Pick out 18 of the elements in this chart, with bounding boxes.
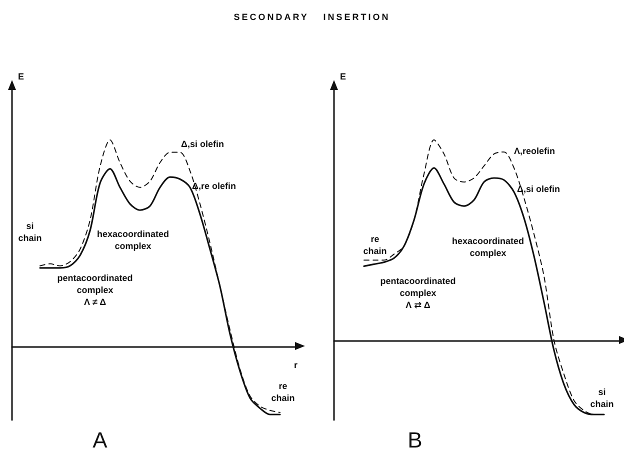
y-axis-title: E: [18, 72, 24, 82]
annotation: Δ,re olefin: [192, 181, 236, 191]
text: A: [92, 428, 108, 452]
annotation: Λ,reolefin: [514, 146, 556, 156]
annotation: Δ,si olefin: [181, 139, 224, 149]
y-axis-title: E: [340, 72, 346, 82]
annotation: hexacoordinated complex: [96, 229, 170, 251]
annotation: pentacoordinated complex Λ ⇄ Δ: [380, 276, 456, 310]
x-axis-title: r: [294, 360, 298, 370]
annotation: si chain: [590, 387, 614, 409]
annotation: si chain: [18, 221, 42, 243]
text: B: [408, 428, 422, 452]
annotation: Δ,si olefin: [517, 184, 560, 194]
annotation: re chain: [363, 234, 387, 256]
annotation: re chain: [271, 381, 295, 403]
annotation: hexacoordinated complex: [452, 236, 524, 258]
text: SECONDARY INSERTION: [232, 12, 392, 22]
annotation: pentacoordinated complex Λ ≠ Δ: [57, 273, 133, 307]
